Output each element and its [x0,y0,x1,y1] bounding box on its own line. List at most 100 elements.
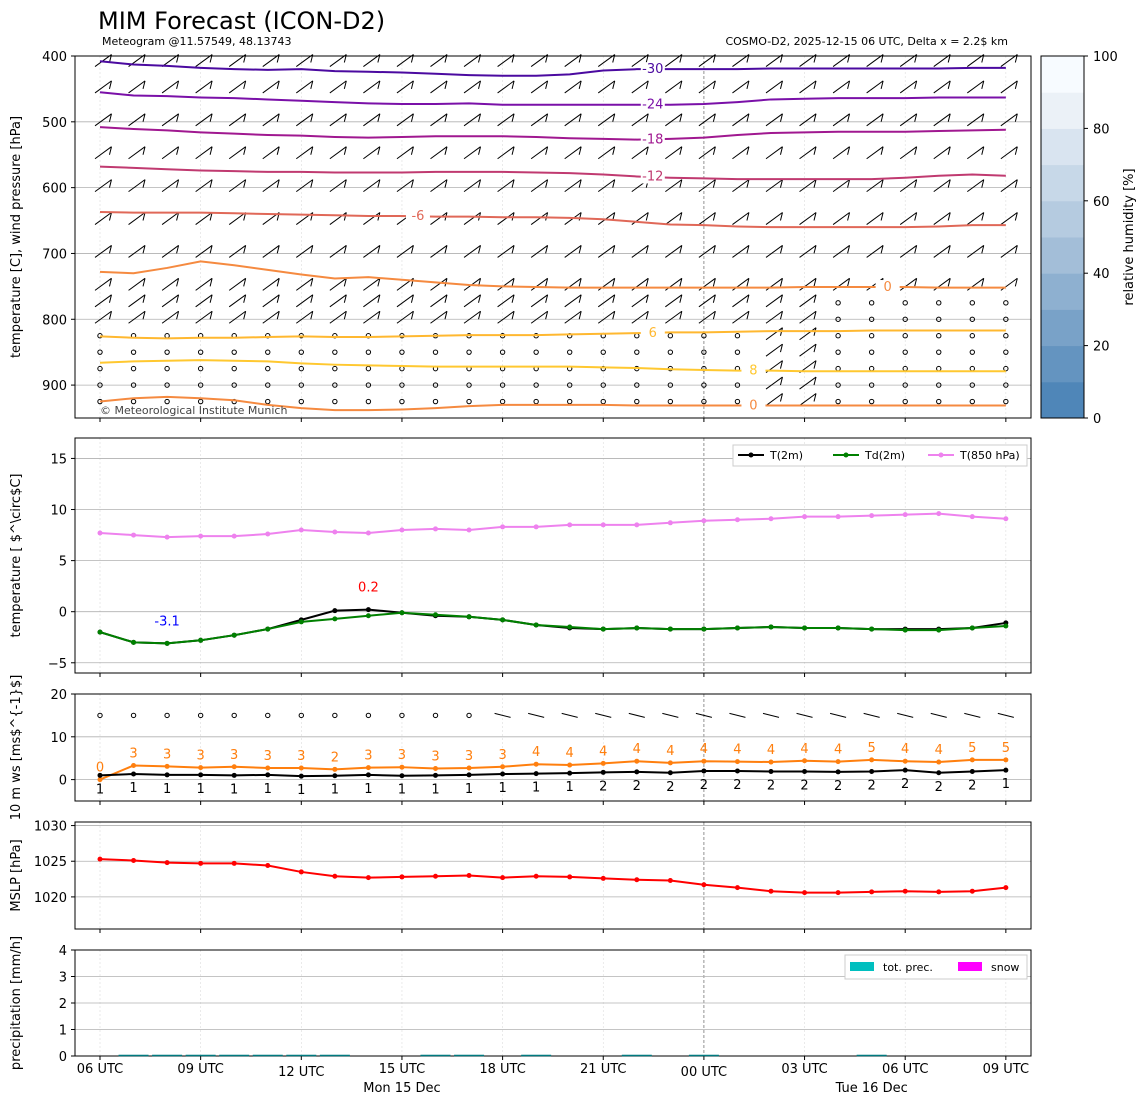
wind-barb [329,113,347,127]
wind-barb [161,146,179,160]
wind-barb [497,212,515,225]
isotherm-label: -6 [411,209,424,224]
wind-barb [732,113,750,127]
wind-barb-flag [981,179,985,188]
wind-barb-flag [276,113,280,122]
isotherm-line [99,91,1006,106]
calm-wind-marker [969,300,975,306]
wind-barb-flag [813,360,817,369]
wind-barb-flag [410,245,414,254]
figure-title: MIM Forecast (ICON-D2) [98,7,385,35]
wind-barb [396,245,414,258]
legend-marker [843,452,849,458]
series-mean-point [567,770,573,776]
wind-barb-flag [813,393,817,402]
wind-barb-flag [478,54,482,63]
wind-barb-flag [377,54,381,63]
wind-barb-flag [779,54,783,63]
calm-wind-marker [1003,316,1009,322]
wind-barb-flag [981,146,985,155]
y-axis-label: temperature [ $^\circ$C] [9,474,24,638]
wind-barb [494,712,511,718]
wind-barb-flag [847,146,851,155]
isotherm-line [99,359,1006,373]
wind-barb [597,179,616,193]
wind-barb [933,54,951,67]
wind-barb [161,113,179,127]
series-mean-point [97,772,103,778]
wind-barb [296,54,314,67]
wind-barb-flag [880,179,884,188]
wind-barb-flag [746,54,750,63]
series-mean-point [131,771,137,777]
wind-barb [933,179,951,193]
series-gust-point [399,764,405,770]
series-t850-point [567,522,573,528]
wind-barb [665,54,683,67]
wind-barb [765,327,783,341]
y-tick-label: 0 [59,1050,67,1065]
wind-barb [195,179,213,193]
wind-barb [463,146,481,160]
wind-barb [262,54,280,67]
wind-barb-flag [176,113,180,122]
gust-value-label: 3 [498,748,506,763]
panel-frame [74,821,1032,930]
calm-wind-marker [600,398,606,405]
calm-wind-marker [130,398,137,405]
wind-barb [832,113,850,127]
y-tick-label: 1030 [34,820,67,835]
series-gust-point [131,762,137,768]
wind-barb-flag [847,212,851,221]
series-t850-point [902,512,908,518]
figure-subtitle-left: Meteogram @11.57549, 48.13743 [102,35,292,48]
wind-barb-flag [377,245,381,254]
series-mean-point [936,770,942,776]
wind-barb-flag [343,80,347,90]
calm-wind-marker [667,349,674,355]
series-t850-point [164,534,170,540]
series-gust-point [567,762,573,768]
series-t850-point [835,514,841,520]
wind-barb [94,245,112,258]
series-mean-point [533,771,539,777]
wind-barb [698,80,716,94]
series-mslp-point [600,875,606,881]
wind-barb [631,245,649,258]
wind-barb-flag [578,311,582,320]
colorbar-tick-label: 0 [1093,412,1101,427]
wind-barb [363,54,381,67]
series-td2m-point [533,622,539,628]
series-t850-point [802,514,808,520]
wind-barb [829,712,847,718]
wind-barb-flag [310,146,314,155]
series-gust-point [332,766,338,772]
wind-barb-flag [712,146,716,155]
calm-wind-marker [265,365,271,372]
wind-barb [698,212,716,225]
wind-barb [631,113,649,127]
wind-barb [430,179,448,193]
isotherm-line [99,395,1006,412]
wind-barb [363,245,381,258]
series-mslp-point [365,875,371,881]
wind-barb-flag [444,146,448,155]
wind-barb [665,310,683,324]
calm-wind-marker [835,333,841,339]
wind-barb-flag [779,278,783,287]
series-gust-point [701,758,707,764]
series-gust-point [533,761,539,767]
calm-wind-marker [734,349,741,355]
calm-wind-marker [701,333,707,339]
calm-wind-marker [399,382,405,388]
calm-wind-marker [868,365,875,372]
wind-barb-flag [444,80,448,90]
wind-barb-flag [108,54,112,63]
precip-bar [118,1054,149,1057]
wind-barb-flag [712,80,716,90]
calm-wind-marker [701,382,707,388]
mean-value-label: 2 [834,779,842,794]
wind-barb [631,80,649,94]
calm-wind-marker [902,398,908,405]
